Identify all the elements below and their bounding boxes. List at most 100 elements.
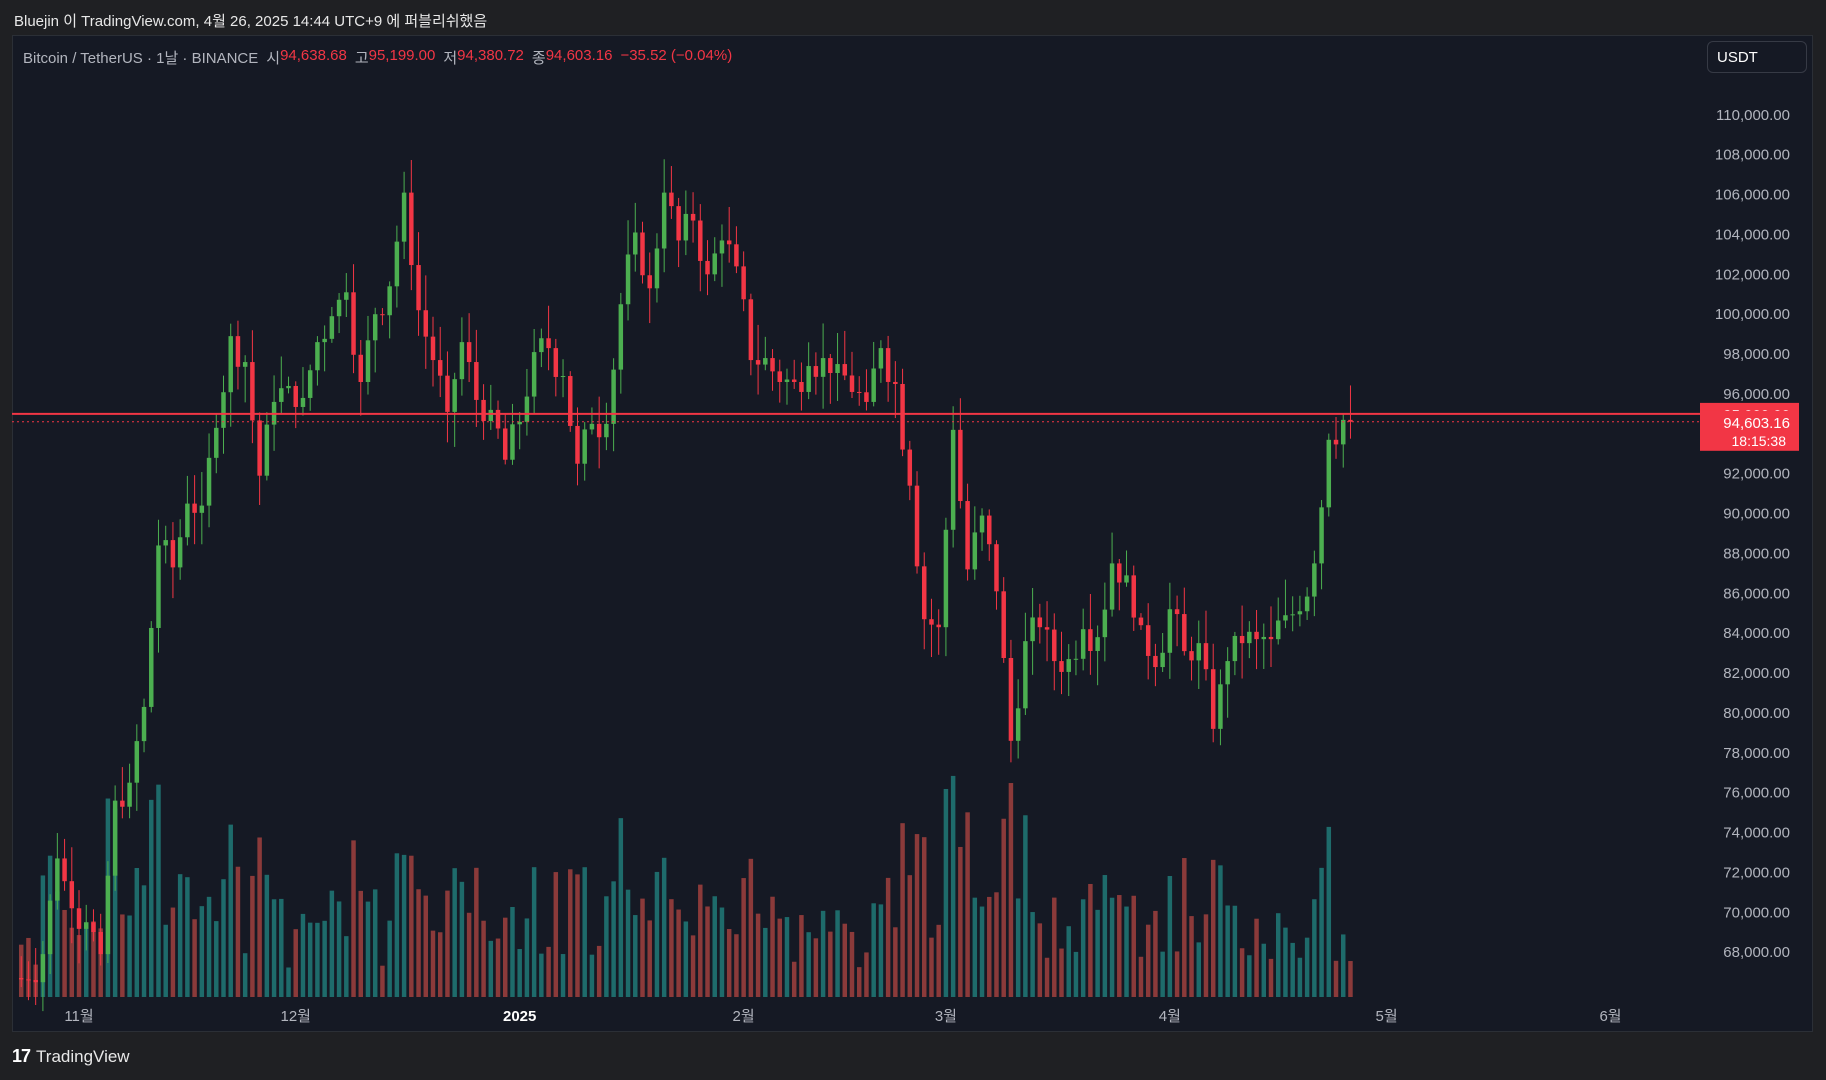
volume-bar (1275, 913, 1281, 997)
volume-bar (914, 834, 920, 997)
volume-bar (647, 920, 652, 997)
candle-body (1348, 419, 1353, 422)
volume-bar (553, 872, 559, 997)
volume-bar (1189, 916, 1194, 997)
volume-bar (134, 868, 140, 997)
candle-body (1225, 661, 1230, 685)
volume-bar (1044, 957, 1050, 997)
volume-bar (1218, 865, 1223, 997)
volume-bar (791, 961, 797, 997)
legend-close-label: 종 (531, 50, 546, 67)
volume-bar (799, 915, 804, 997)
candle-body (1254, 631, 1259, 640)
candle-body (127, 782, 132, 807)
candle-body (55, 858, 60, 901)
volume-bar (517, 949, 522, 997)
candle-body (741, 266, 746, 300)
candle-body (156, 545, 161, 628)
candle-body (1008, 657, 1014, 741)
candle-body (661, 192, 667, 249)
candle-body (1001, 591, 1006, 658)
candle-body (625, 254, 631, 305)
volume-bar (546, 946, 551, 997)
candle-body (871, 368, 876, 402)
volume-bar (994, 892, 999, 997)
volume-bar (271, 899, 277, 997)
volume-bar (1059, 948, 1064, 997)
volume-bar (1326, 826, 1332, 997)
currency-unit-button[interactable]: USDT (1707, 41, 1807, 73)
volume-bar (633, 915, 638, 997)
chart-legend: Bitcoin / TetherUS · 1날 · BINANCE 시 94,63… (23, 47, 732, 68)
x-tick-label: 2025 (503, 1008, 536, 1025)
volume-bar (1008, 783, 1014, 997)
candle-body (1052, 629, 1057, 662)
candle-body (163, 540, 168, 546)
candle-body (401, 192, 407, 242)
volume-bar (1153, 910, 1158, 997)
volume-bar (416, 889, 421, 997)
volume-bar (503, 917, 508, 997)
volume-bar (474, 867, 479, 997)
candle-body (293, 385, 298, 407)
candle-body (799, 381, 804, 392)
candle-body (604, 423, 609, 438)
volume-bar (307, 922, 313, 997)
volume-bar (250, 875, 255, 997)
volume-bar (763, 927, 768, 997)
candle-body (611, 369, 616, 424)
legend-high-label: 고 (354, 50, 369, 67)
volume-bar (719, 907, 725, 997)
candle-body (560, 376, 566, 378)
candle-body (69, 881, 75, 909)
legend-symbol[interactable]: Bitcoin / TetherUS · 1날 · BINANCE (23, 50, 259, 67)
legend-close-value: 94,603.16 (545, 47, 613, 64)
footer-branding[interactable]: 17 TradingView (12, 1046, 130, 1067)
volume-bar (1283, 927, 1288, 997)
candle-body (531, 352, 537, 397)
candle-body (344, 292, 349, 300)
candle-body (1326, 439, 1332, 508)
volume-bar (62, 909, 67, 997)
volume-bar (401, 854, 407, 997)
volume-bar (315, 922, 320, 997)
y-tick-label: 104,000.00 (1715, 226, 1790, 243)
candle-body (235, 336, 241, 367)
volume-bar (380, 965, 385, 997)
volume-bar (950, 775, 956, 997)
legend-open-label: 시 (266, 50, 281, 67)
volume-bar (170, 907, 176, 997)
candle-body (965, 501, 970, 570)
volume-bar (1312, 899, 1317, 997)
candle-body (1153, 655, 1158, 668)
candle-body (1218, 684, 1223, 729)
volume-bar (604, 896, 609, 997)
volume-bar (835, 910, 840, 997)
candle-body (495, 409, 501, 429)
y-tick-label: 74,000.00 (1723, 825, 1790, 842)
volume-bar (141, 885, 147, 997)
candle-body (1333, 439, 1339, 445)
candle-body (40, 954, 46, 983)
candle-body (770, 358, 775, 372)
volume-bar (192, 919, 197, 997)
volume-bar (741, 878, 746, 997)
candle-body (329, 316, 335, 339)
candle-body (445, 375, 450, 412)
candle-body (1138, 617, 1144, 626)
y-tick-label: 96,000.00 (1723, 386, 1790, 403)
candle-body (170, 540, 176, 568)
candle-body (828, 358, 833, 374)
candle-body (503, 428, 508, 460)
candle-body (76, 908, 82, 929)
candle-body (929, 619, 934, 625)
volume-bar (214, 921, 219, 997)
volume-bar (1319, 867, 1324, 997)
candle-body (1239, 635, 1245, 644)
candle-body (1319, 507, 1324, 564)
volume-bar (770, 896, 775, 997)
volume-bar (755, 913, 761, 997)
candle-body (669, 192, 674, 207)
legend-low-label: 저 (443, 50, 458, 67)
